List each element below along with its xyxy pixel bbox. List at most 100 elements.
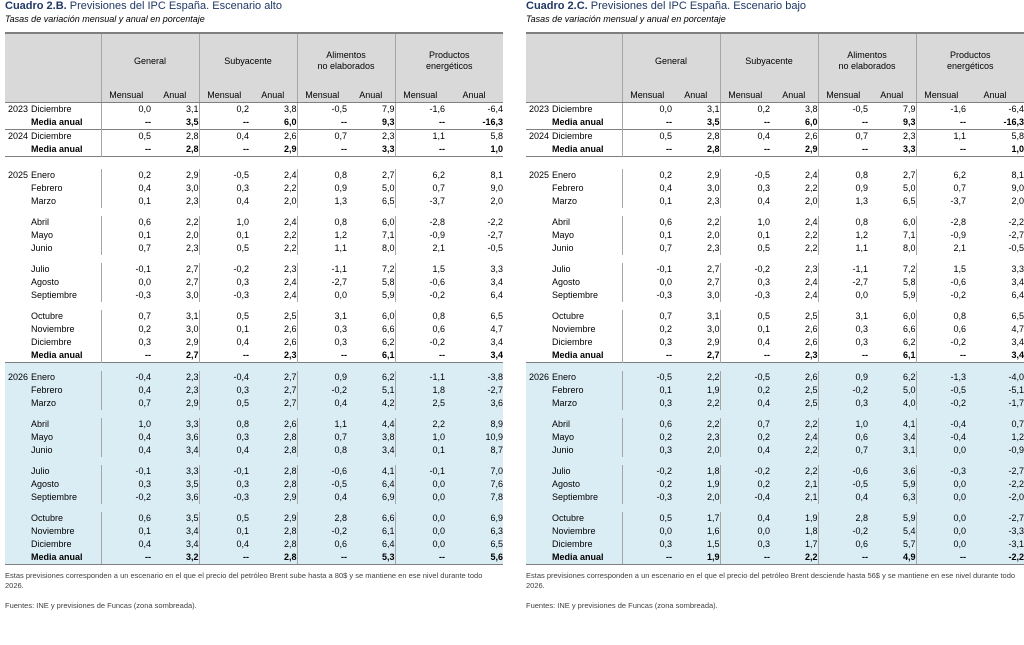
annual-rate-cell: 7,2 — [903, 264, 916, 274]
table-row: 2025 Enero 0,2 2,9 -0,5 2,4 0,8 2,7 6,2 8,1 — [526, 169, 1024, 182]
monthly-rate-cell: 0,5 — [621, 129, 672, 143]
period-cell: Agosto — [552, 478, 622, 491]
year-cell — [526, 276, 552, 289]
table-row: Febrero 0,4 2,3 0,3 2,7 -0,2 5,1 1,8 -2,7 — [5, 384, 504, 397]
year-cell — [526, 444, 552, 457]
column-header-mensual: Mensual — [394, 88, 446, 103]
monthly-rate-cell: 0,0 — [621, 525, 672, 538]
monthly-rate-cell: 3,1 — [817, 310, 869, 323]
monthly-rate-cell: 0,4 — [100, 538, 151, 551]
monthly-rate-cell: 0,1 — [621, 195, 672, 208]
monthly-rate-cell: -- — [817, 551, 869, 565]
monthly-rate-cell: -0,5 — [296, 478, 348, 491]
spacer-row — [526, 362, 1024, 371]
monthly-rate-cell: -- — [621, 143, 672, 157]
year-cell — [5, 229, 31, 242]
monthly-rate-cell: 1,1 — [296, 242, 348, 255]
period-cell: Septiembre — [31, 290, 78, 300]
monthly-rate-cell: -3,7 — [394, 195, 446, 208]
header-spacer — [526, 88, 622, 103]
year-cell — [5, 349, 31, 363]
year-cell — [526, 465, 552, 478]
monthly-rate-cell: -0,5 — [817, 478, 869, 491]
annual-rate-cell: 2,0 — [805, 196, 818, 206]
table-row: Noviembre 0,2 3,0 0,1 2,6 0,3 6,6 0,6 4,7 — [526, 323, 1024, 336]
monthly-rate-cell: 2,2 — [394, 418, 446, 431]
column-header-mensual: Mensual — [719, 88, 770, 103]
table-row: Diciembre 0,3 1,5 0,3 1,7 0,6 5,7 0,0 -3,1 — [526, 538, 1024, 551]
monthly-rate-cell: 0,1 — [198, 229, 249, 242]
annual-rate-cell: 2,2 — [284, 243, 297, 253]
annual-rate-cell: 9,0 — [490, 183, 504, 193]
annual-rate-cell: 2,4 — [284, 170, 297, 180]
annual-rate-cell: 0,7 — [966, 418, 1024, 431]
period-cell: Septiembre — [31, 491, 101, 504]
annual-rate-cell: 7,1 — [903, 230, 916, 240]
monthly-rate-cell: -0,2 — [394, 336, 446, 349]
annual-rate-cell: 5,0 — [382, 183, 395, 193]
monthly-rate-cell: -0,2 — [719, 465, 770, 478]
table-row: Marzo 0,7 2,9 0,5 2,7 0,4 4,2 2,5 3,6 — [5, 397, 504, 410]
period-cell: Diciembre — [552, 538, 622, 551]
monthly-rate-cell: -0,3 — [198, 491, 249, 504]
monthly-rate-cell: -0,4 — [198, 371, 249, 384]
monthly-rate-cell: 2,8 — [817, 512, 869, 525]
annual-rate-cell: -5,1 — [966, 384, 1024, 397]
monthly-rate-cell: 1,1 — [296, 418, 348, 431]
monthly-rate-cell: -- — [915, 349, 967, 363]
monthly-rate-cell: -- — [817, 116, 869, 130]
monthly-rate-cell: -0,6 — [817, 465, 869, 478]
year-cell — [5, 491, 31, 504]
annual-rate-cell: 6,0 — [382, 311, 395, 321]
column-group-header: Subyacente — [719, 32, 819, 88]
table-panel-high: Cuadro 2.B. Previsiones del IPC España. … — [5, 0, 504, 611]
monthly-rate-cell: -0,6 — [915, 276, 967, 289]
monthly-rate-cell: 0,4 — [719, 444, 770, 457]
annual-rate-cell: 3,4 — [490, 337, 504, 347]
monthly-rate-cell: 0,4 — [817, 491, 869, 504]
annual-average-row: Media anual -- 3,5 -- 6,0 -- 9,3 -- -16,3 — [526, 116, 1024, 130]
annual-rate-cell: 3,0 — [185, 324, 199, 334]
monthly-rate-cell: 0,8 — [198, 418, 249, 431]
annual-rate-cell: -2,7 — [1008, 230, 1024, 240]
monthly-rate-cell: -0,1 — [100, 465, 151, 478]
monthly-rate-cell: 0,0 — [817, 289, 869, 302]
period-cell: Media anual — [31, 144, 83, 154]
monthly-rate-cell: 0,1 — [100, 195, 151, 208]
annual-rate-cell: 8,0 — [382, 243, 395, 253]
period-cell: Agosto — [31, 277, 60, 287]
monthly-rate-cell: -0,4 — [915, 418, 967, 431]
annual-rate-cell: 2,2 — [805, 243, 818, 253]
monthly-rate-cell: -- — [817, 143, 869, 157]
annual-rate-cell: 8,9 — [445, 418, 504, 431]
monthly-rate-cell: 0,9 — [817, 182, 869, 195]
monthly-rate-cell: 3,1 — [296, 310, 348, 323]
monthly-rate-cell: 0,3 — [198, 276, 249, 289]
annual-rate-cell: 2,7 — [249, 371, 298, 384]
year-cell — [5, 478, 31, 491]
period-cell: Abril — [31, 217, 50, 227]
monthly-rate-cell: -0,4 — [719, 491, 770, 504]
monthly-rate-cell: 0,7 — [100, 242, 151, 255]
table-source: Fuentes: INE y previsiones de Funcas (zo… — [526, 601, 718, 610]
monthly-rate-cell: 1,3 — [296, 195, 348, 208]
spacer-row — [5, 504, 504, 512]
table-row: 2026 Enero -0,4 2,3 -0,4 2,7 0,9 6,2 -1,1 -3,8 — [5, 371, 504, 384]
column-group-header: Alimentos no elaborados — [296, 32, 396, 88]
annual-rate-cell: 4,1 — [347, 465, 396, 478]
annual-rate-cell: 6,0 — [903, 217, 916, 227]
year-cell — [526, 512, 552, 525]
monthly-rate-cell: 0,4 — [296, 397, 348, 410]
period-cell: Octubre — [552, 311, 585, 321]
monthly-rate-cell: 0,6 — [394, 323, 446, 336]
annual-rate-cell: 2,7 — [706, 277, 720, 287]
table-row: Noviembre 0,2 3,0 0,1 2,6 0,3 6,6 0,6 4,7 — [5, 323, 503, 336]
annual-rate-cell: 8,7 — [445, 444, 504, 457]
annual-rate-cell: 3,8 — [805, 104, 818, 114]
spacer-row — [526, 504, 1024, 512]
annual-rate-cell: 2,3 — [672, 431, 720, 444]
annual-rate-cell: 4,4 — [347, 418, 396, 431]
monthly-rate-cell: 0,8 — [394, 310, 446, 323]
period-cell: Diciembre — [31, 337, 72, 347]
monthly-rate-cell: 1,8 — [394, 384, 446, 397]
